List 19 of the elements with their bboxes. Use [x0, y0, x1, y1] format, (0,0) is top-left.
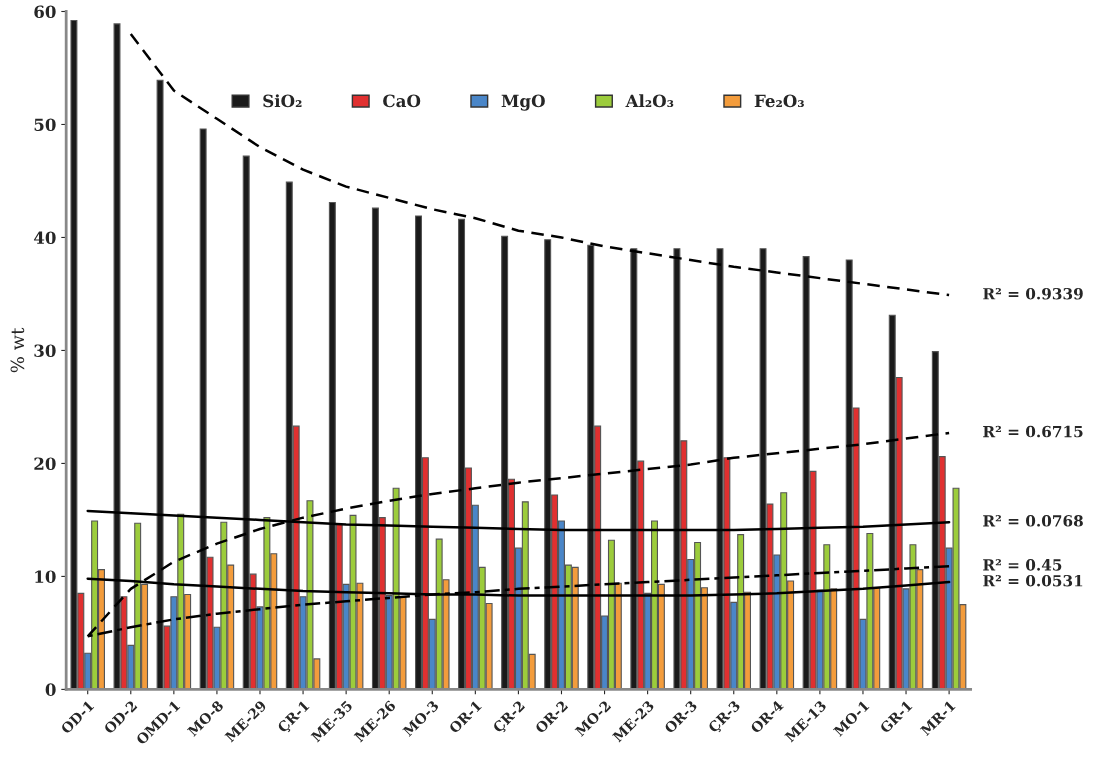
y-tick-label: 20: [34, 457, 56, 470]
legend-label: CaO: [383, 94, 421, 108]
y-tick-label: 60: [34, 5, 56, 19]
y-axis-title: % wt: [10, 327, 25, 373]
y-tick-label: 0: [45, 683, 56, 696]
legend-label: Fe₂O₃: [754, 94, 804, 108]
y-tick-label: 50: [34, 118, 56, 132]
y-tick-label: 40: [33, 231, 56, 245]
annotation: R² = 0.6715: [983, 425, 1083, 438]
y-tick-label: 10: [35, 570, 56, 583]
legend-label: MgO: [501, 94, 545, 111]
annotation: R² = 0.45: [983, 559, 1062, 571]
annotation: R² = 0.0768: [983, 515, 1083, 527]
line-series: [129, 32, 951, 297]
legend-label: SiO₂: [263, 94, 302, 108]
y-tick-label: 30: [34, 344, 56, 358]
annotation: R² = 0.0531: [983, 574, 1083, 587]
legend-label: Al₂O₃: [625, 94, 674, 108]
annotation: R² = 0.9339: [983, 287, 1083, 300]
